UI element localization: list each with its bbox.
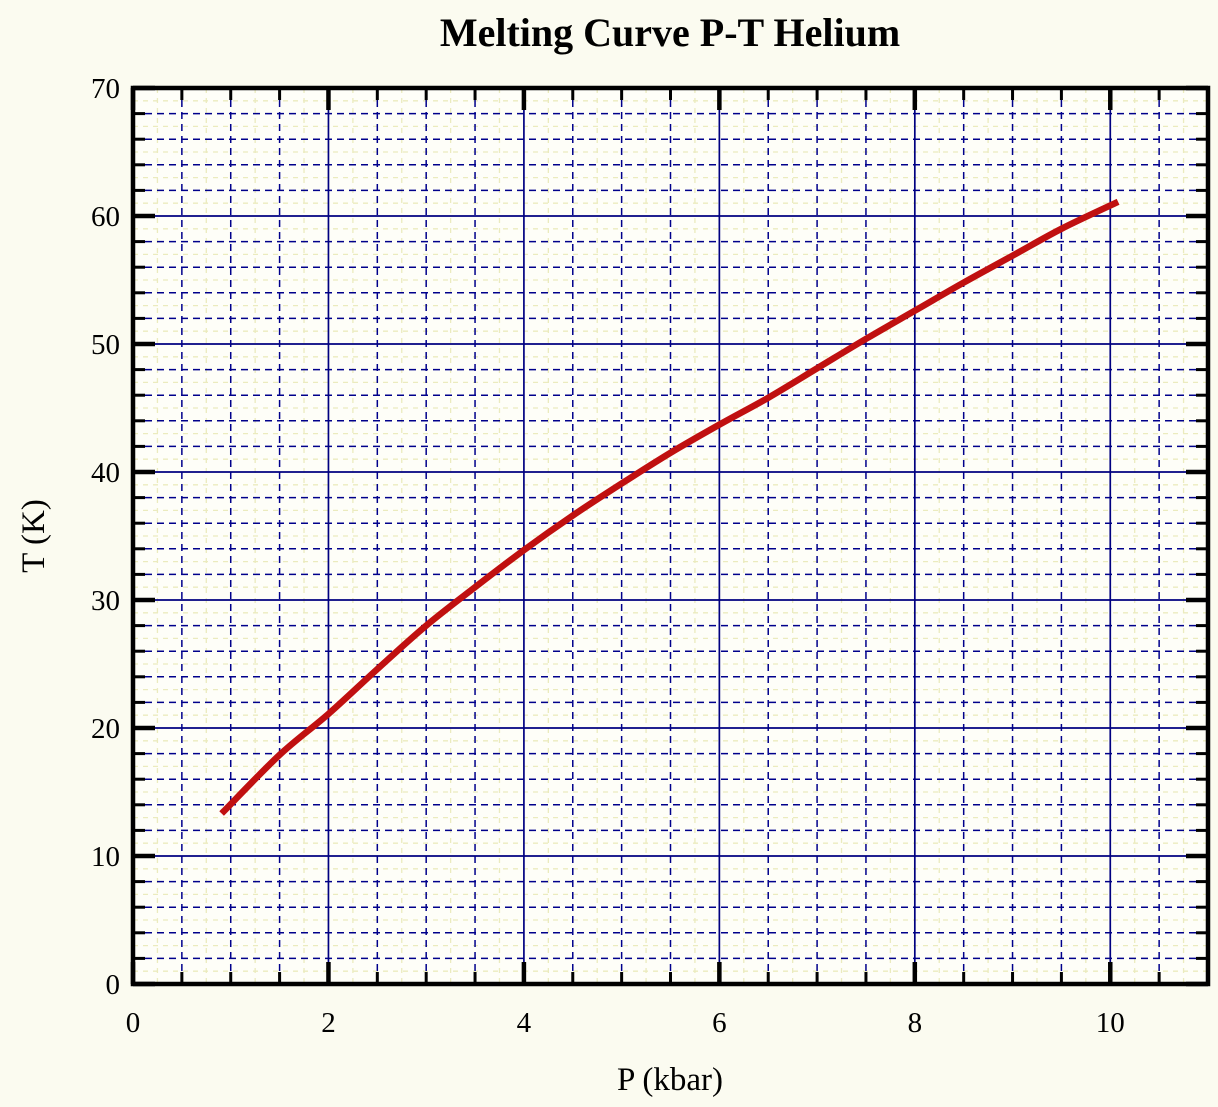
x-tick-label: 8 [908,1007,923,1039]
y-tick-label: 0 [106,969,121,1001]
x-tick-label: 0 [126,1007,141,1039]
y-tick-labels: 0 10 20 30 40 50 60 70 [91,73,120,1001]
chart-title: Melting Curve P-T Helium [440,10,900,55]
y-axis-label: T (K) [16,499,52,573]
y-tick-label: 50 [91,329,120,361]
major-gridlines [133,88,1208,984]
melting-curve-line [219,198,1120,816]
axis-ticks [130,85,1208,987]
y-tick-label: 30 [91,585,120,617]
y-tick-label: 70 [91,73,120,105]
minor-gridlines [133,88,1208,984]
x-axis-label: P (kbar) [617,1062,723,1098]
x-tick-label: 6 [712,1007,727,1039]
x-tick-labels: 0 2 4 6 8 10 [126,1007,1125,1039]
y-tick-label: 10 [91,841,120,873]
x-tick-label: 2 [321,1007,336,1039]
y-tick-label: 20 [91,713,120,745]
x-tick-label: 4 [517,1007,532,1039]
y-tick-label: 60 [91,201,120,233]
x-tick-label: 10 [1096,1007,1125,1039]
y-tick-label: 40 [91,457,120,489]
